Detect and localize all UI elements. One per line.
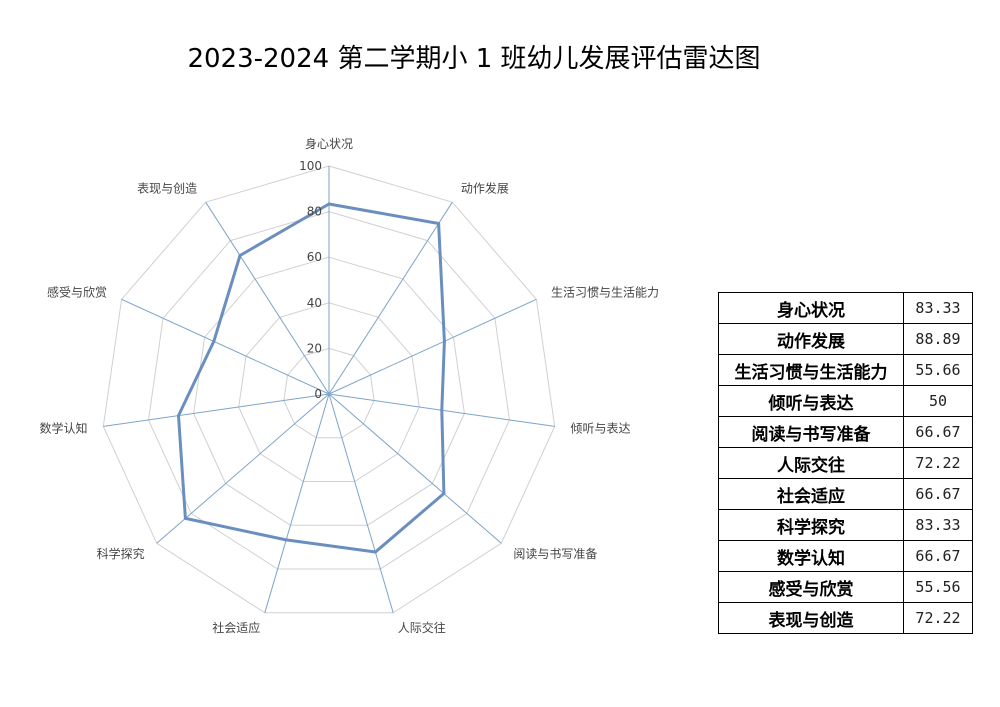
category-label: 倾听与表达 <box>571 422 631 436</box>
table-value-cell: 83.33 <box>903 292 973 324</box>
grid-ring <box>283 347 375 439</box>
table-row: 倾听与表达 50 <box>718 385 973 417</box>
table-value-cell: 72.22 <box>903 447 973 479</box>
tick-label: 100 <box>299 159 322 173</box>
data-point <box>212 339 216 343</box>
table-row: 动作发展 88.89 <box>718 323 973 355</box>
tick-label: 20 <box>307 341 322 355</box>
table-value-cell: 50 <box>903 385 973 417</box>
category-label: 数学认知 <box>39 421 87 436</box>
category-label: 动作发展 <box>461 181 509 196</box>
category-label: 科学探究 <box>97 546 145 561</box>
table-category-cell: 生活习惯与生活能力 <box>718 354 904 386</box>
category-label: 阅读与书写准备 <box>513 547 597 561</box>
data-point <box>437 222 441 225</box>
axis-spoke <box>328 393 394 613</box>
table-row: 阅读与书写准备 66.67 <box>718 416 973 448</box>
tick-label: 0 <box>314 387 322 401</box>
table-category-cell: 倾听与表达 <box>718 385 904 417</box>
axis-spoke <box>328 298 537 395</box>
table-row: 数学认知 66.67 <box>718 540 973 572</box>
table-category-cell: 人际交往 <box>718 447 904 479</box>
category-label: 感受与欣赏 <box>47 285 107 300</box>
axis-spoke <box>121 298 330 395</box>
table-row: 社会适应 66.67 <box>718 478 973 510</box>
table-value-cell: 83.33 <box>903 509 973 541</box>
table-category-cell: 表现与创造 <box>718 602 904 634</box>
table-category-cell: 阅读与书写准备 <box>718 416 904 448</box>
data-point <box>183 516 187 520</box>
table-category-cell: 身心状况 <box>718 292 904 324</box>
table-row: 科学探究 83.33 <box>718 509 973 541</box>
axis-spoke <box>205 201 330 395</box>
table-value-cell: 66.67 <box>903 478 973 510</box>
table-category-cell: 动作发展 <box>718 323 904 355</box>
category-label: 身心状况 <box>305 136 353 151</box>
data-point <box>327 202 331 206</box>
radar-spokes <box>103 166 555 613</box>
radar-series <box>177 202 446 554</box>
series-line <box>177 202 446 554</box>
data-point <box>284 538 288 542</box>
chart-title: 2023-2024 第二学期小 1 班幼儿发展评估雷达图 <box>187 44 761 74</box>
table-value-cell: 66.67 <box>903 416 973 448</box>
data-point <box>440 408 444 412</box>
table-value-cell: 88.89 <box>903 323 973 355</box>
table-value-cell: 72.22 <box>903 602 973 634</box>
table-value-cell: 55.56 <box>903 571 973 603</box>
data-point <box>442 492 446 495</box>
radar-axis-ticks: 0 20 40 60 80 100 <box>299 159 322 401</box>
category-label: 生活习惯与生活能力 <box>551 285 659 300</box>
category-label: 表现与创造 <box>137 182 197 196</box>
table-category-cell: 感受与欣赏 <box>718 571 904 603</box>
table-row: 身心状况 83.33 <box>718 292 973 324</box>
table-row: 表现与创造 72.22 <box>718 602 973 634</box>
tick-label: 40 <box>307 296 322 310</box>
table-value-cell: 55.66 <box>903 354 973 386</box>
grid-ring <box>102 165 556 614</box>
axis-spoke <box>103 393 330 427</box>
data-point <box>177 414 180 418</box>
score-table: 身心状况 83.33 动作发展 88.89 生活习惯与生活能力 55.66 倾听与表达 50 阅… <box>718 292 973 634</box>
axis-spoke <box>328 201 453 395</box>
axis-spoke <box>328 393 502 544</box>
data-point <box>373 550 377 554</box>
table-category-cell: 数学认知 <box>718 540 904 572</box>
data-point <box>442 339 446 343</box>
table-row: 人际交往 72.22 <box>718 447 973 479</box>
tick-label: 80 <box>307 205 322 219</box>
axis-spoke <box>264 393 330 613</box>
grid-ring <box>147 211 511 570</box>
table-category-cell: 社会适应 <box>718 478 904 510</box>
table-row: 感受与欣赏 55.56 <box>718 571 973 603</box>
table-category-cell: 科学探究 <box>718 509 904 541</box>
table-row: 生活习惯与生活能力 55.66 <box>718 354 973 386</box>
category-label: 人际交往 <box>398 620 446 635</box>
tick-label: 60 <box>307 250 322 264</box>
grid-ring <box>238 302 420 482</box>
table-value-cell: 66.67 <box>903 540 973 572</box>
data-point <box>238 254 242 257</box>
category-label: 社会适应 <box>212 620 260 635</box>
